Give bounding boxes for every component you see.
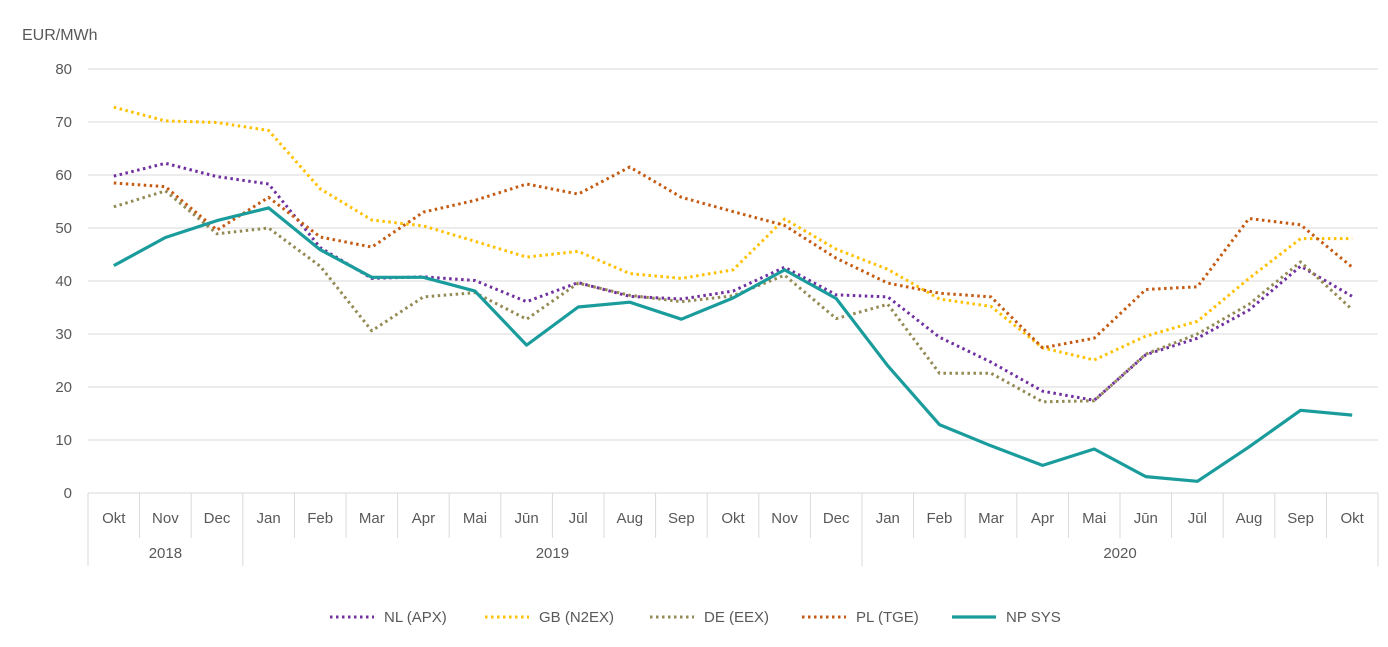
x-tick-label: Okt bbox=[721, 510, 745, 527]
x-tick-label: Feb bbox=[926, 510, 952, 527]
y-axis-label: EUR/MWh bbox=[22, 27, 98, 44]
x-tick-label: Okt bbox=[1341, 510, 1365, 527]
y-tick-label: 70 bbox=[55, 114, 72, 131]
y-tick-label: 30 bbox=[55, 326, 72, 343]
x-tick-label: Sep bbox=[1287, 510, 1314, 527]
year-label: 2018 bbox=[149, 545, 182, 562]
x-tick-label: Jūn bbox=[515, 510, 539, 527]
x-tick-label: Aug bbox=[616, 510, 643, 527]
series-line-pl-tge bbox=[113, 165, 1354, 350]
x-tick-label: Mai bbox=[463, 510, 487, 527]
x-tick-label: Aug bbox=[1236, 510, 1263, 527]
x-tick-label: Apr bbox=[1031, 510, 1054, 527]
year-label: 2020 bbox=[1103, 545, 1136, 562]
x-tick-label: Jūn bbox=[1134, 510, 1158, 527]
y-tick-label: 60 bbox=[55, 167, 72, 184]
y-tick-label: 20 bbox=[55, 379, 72, 396]
legend-label: GB (N2EX) bbox=[539, 609, 614, 626]
series-line-nl-apx bbox=[113, 161, 1353, 402]
y-axis-ticks: 0 10 20 30 40 50 60 70 80 bbox=[55, 61, 72, 502]
x-tick-label: Dec bbox=[204, 510, 231, 527]
y-tick-label: 50 bbox=[55, 220, 72, 237]
y-tick-label: 40 bbox=[55, 273, 72, 290]
x-tick-label: Mar bbox=[978, 510, 1004, 527]
x-tick-label: Jūl bbox=[569, 510, 588, 527]
x-tick-label: Jūl bbox=[1188, 510, 1207, 527]
x-tick-label: Sep bbox=[668, 510, 695, 527]
series-line-np-sys bbox=[113, 206, 1353, 483]
x-tick-label: Nov bbox=[771, 510, 798, 527]
legend-label: PL (TGE) bbox=[856, 609, 919, 626]
x-tick-label: Nov bbox=[152, 510, 179, 527]
x-tick-label: Mai bbox=[1082, 510, 1106, 527]
y-tick-label: 80 bbox=[55, 61, 72, 78]
x-tick-label: Mar bbox=[359, 510, 385, 527]
gridlines bbox=[88, 68, 1378, 494]
x-axis: Okt Nov Dec Jan Feb Mar Apr Mai Jūn Jūl Aug Sep Okt N… bbox=[87, 493, 1379, 566]
x-tick-label: Jan bbox=[257, 510, 281, 527]
legend-label: NP SYS bbox=[1006, 609, 1061, 626]
x-tick-label: Jan bbox=[876, 510, 900, 527]
series-lines bbox=[113, 105, 1354, 483]
series-line-gb-n2ex bbox=[113, 105, 1353, 362]
legend: NL (APX) GB (N2EX) DE (EEX) PL (TGE) NP SYS bbox=[330, 609, 1061, 626]
y-tick-label: 0 bbox=[64, 485, 72, 502]
legend-label: DE (EEX) bbox=[704, 609, 769, 626]
legend-label: NL (APX) bbox=[384, 609, 447, 626]
year-label: 2019 bbox=[536, 545, 569, 562]
x-tick-label: Feb bbox=[307, 510, 333, 527]
x-tick-label: Okt bbox=[102, 510, 126, 527]
x-tick-label: Dec bbox=[823, 510, 850, 527]
x-tick-label: Apr bbox=[412, 510, 435, 527]
y-tick-label: 10 bbox=[55, 432, 72, 449]
